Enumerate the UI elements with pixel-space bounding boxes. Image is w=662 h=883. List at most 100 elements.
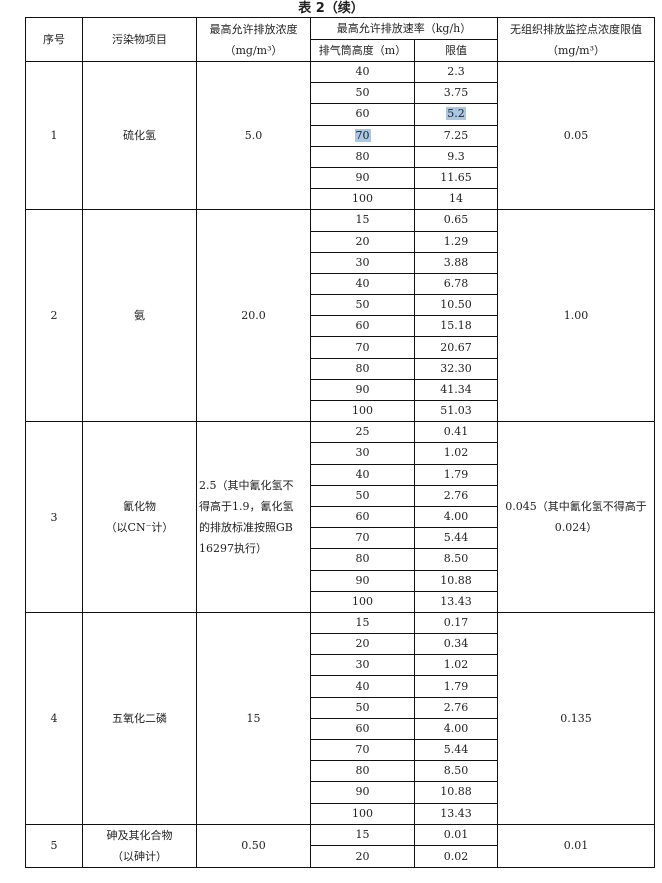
stack-height-value: 40 bbox=[355, 65, 370, 79]
table-row: 90 11.65 bbox=[26, 166, 655, 190]
header-max-rate: 最高允许排放速率（kg/h） bbox=[310, 17, 498, 40]
table-row: 80 32.30 bbox=[26, 357, 655, 380]
concentration-line: 20.0 bbox=[241, 309, 266, 323]
rate-limit-value: 13.43 bbox=[440, 594, 472, 608]
rate-limit-value: 2.76 bbox=[443, 488, 469, 502]
rate-limit-value: 4.00 bbox=[443, 510, 469, 524]
stack-height-value: 60 bbox=[355, 107, 370, 121]
rate-limit-cell: 0.34 bbox=[414, 633, 498, 656]
rate-limit-cell: 2.76 bbox=[414, 484, 498, 507]
concentration-line: 的排放标准按照GB bbox=[199, 521, 293, 535]
fugitive-limit-cell: 0.05 bbox=[497, 60, 655, 211]
stack-height-value: 60 bbox=[355, 319, 370, 333]
fugitive-limit-cell: 0.135 bbox=[497, 611, 655, 825]
pollutant-line: 氨 bbox=[134, 309, 145, 323]
concentration-line: 0.50 bbox=[241, 839, 266, 853]
stack-height-cell: 15 bbox=[310, 209, 415, 232]
rate-limit-value: 2.76 bbox=[443, 700, 469, 714]
stack-height-value: 80 bbox=[355, 552, 370, 566]
rate-limit-cell: 5.44 bbox=[414, 527, 498, 550]
pollutant-cell: 氨 bbox=[82, 209, 197, 423]
table-row: 60 15.18 bbox=[26, 315, 655, 338]
stack-height-value: 20 bbox=[355, 234, 370, 248]
rate-limit-value: 9.3 bbox=[447, 149, 465, 163]
stack-height-value: 40 bbox=[355, 679, 370, 693]
pollutant-cell: 五氧化二磷 bbox=[82, 611, 197, 825]
rate-limit-cell: 8.50 bbox=[414, 760, 498, 783]
pollutant-line: 硫化氢 bbox=[123, 129, 156, 143]
rate-limit-value: 0.65 bbox=[443, 213, 469, 227]
header-no: 序号 bbox=[25, 17, 83, 62]
rate-limit-cell: 13.43 bbox=[414, 590, 498, 613]
rate-limit-cell: 32.30 bbox=[414, 357, 498, 380]
serial-number-cell: 5 bbox=[25, 823, 83, 868]
stack-height-value: 50 bbox=[355, 86, 370, 100]
pollutant-cell: 硫化氢 bbox=[82, 60, 197, 211]
rate-limit-cell: 9.3 bbox=[414, 145, 498, 168]
stack-height-cell: 100 bbox=[310, 802, 415, 825]
table-row: 60 4.00 bbox=[26, 717, 655, 741]
table-row: 70 20.67 bbox=[26, 336, 655, 359]
stack-height-cell: 30 bbox=[310, 251, 415, 274]
stack-height-cell: 100 bbox=[310, 188, 415, 211]
fugitive-limit-cell: 1.00 bbox=[497, 209, 655, 423]
emission-limits-table: 序号 污染物项目 最高允许排放浓度 （mg/m³） 最高允许排放速率（kg/h） … bbox=[25, 17, 655, 868]
stack-height-value: 30 bbox=[355, 658, 370, 672]
stack-height-cell: 40 bbox=[310, 463, 415, 486]
stack-height-value: 30 bbox=[355, 446, 370, 460]
stack-height-value: 90 bbox=[355, 573, 370, 587]
table-row: 40 1.79 bbox=[26, 463, 655, 486]
rate-limit-cell: 0.65 bbox=[414, 209, 498, 232]
rate-limit-cell: 1.29 bbox=[414, 230, 498, 253]
table-row: 90 41.34 bbox=[26, 378, 655, 402]
max-concentration-cell: 2.5（其中氰化氢不 得高于1.9，氰化氢 的排放标准按照GB 16297执行） bbox=[196, 421, 311, 613]
stack-height-value: 60 bbox=[355, 510, 370, 524]
rate-limit-cell: 1.79 bbox=[414, 675, 498, 698]
table-row: 3 氰化物 （以CN⁻计） 2.5（其中氰化氢不 得高于1.9，氰化氢 的排放标准按照GB… bbox=[25, 421, 655, 613]
rate-limit-value: 8.50 bbox=[443, 552, 469, 566]
rate-limit-cell: 41.34 bbox=[414, 378, 498, 402]
table-title: 表 2（续） bbox=[298, 1, 364, 16]
rate-limit-cell: 1.02 bbox=[414, 442, 498, 465]
stack-height-cell: 20 bbox=[310, 633, 415, 656]
rate-limit-value: 0.02 bbox=[443, 849, 469, 863]
stack-height-cell: 40 bbox=[310, 675, 415, 698]
pollutant-line: （以砷计） bbox=[112, 849, 167, 863]
stack-height-cell: 90 bbox=[310, 781, 415, 804]
stack-height-cell: 60 bbox=[310, 505, 415, 529]
stack-height-cell: 80 bbox=[310, 760, 415, 783]
header-row: 序号 污染物项目 最高允许排放浓度 （mg/m³） 最高允许排放速率（kg/h） … bbox=[25, 17, 655, 62]
stack-height-cell: 30 bbox=[310, 654, 415, 677]
stack-height-cell: 40 bbox=[310, 60, 415, 84]
table-row: 20 1.29 bbox=[26, 230, 655, 253]
serial-number-cell: 1 bbox=[25, 60, 83, 211]
stack-height-cell: 50 bbox=[310, 484, 415, 507]
rate-limit-value: 1.79 bbox=[443, 467, 469, 481]
serial-number-cell: 3 bbox=[25, 421, 83, 613]
stack-height-value: 80 bbox=[355, 149, 370, 163]
stack-height-cell: 25 bbox=[310, 421, 415, 444]
stack-height-value: 80 bbox=[355, 361, 370, 375]
serial-number-cell: 2 bbox=[25, 209, 83, 423]
rate-limit-value: 3.75 bbox=[443, 86, 469, 100]
stack-height-cell: 80 bbox=[310, 548, 415, 571]
table-row: 2 氨 20.0 15 0.65 1.00 bbox=[25, 209, 655, 423]
stack-height-cell: 50 bbox=[310, 294, 415, 317]
pollutant-line: 五氧化二磷 bbox=[112, 711, 167, 725]
pollutant-line: 氰化物 bbox=[123, 500, 156, 514]
pollutant-cell: 砷及其化合物 （以砷计） bbox=[82, 823, 197, 868]
rate-limit-value: 1.29 bbox=[443, 234, 469, 248]
stack-height-cell: 80 bbox=[310, 145, 415, 168]
fugitive-limit-cell: 0.01 bbox=[497, 823, 655, 868]
stack-height-cell: 80 bbox=[310, 357, 415, 380]
stack-height-value: 15 bbox=[355, 828, 370, 841]
rate-limit-value: 1.02 bbox=[443, 446, 469, 460]
concentration-line: 16297执行） bbox=[199, 542, 267, 556]
stack-height-cell: 15 bbox=[310, 611, 415, 635]
rate-limit-value: 5.2 bbox=[446, 107, 466, 121]
stack-height-value: 70 bbox=[354, 128, 371, 142]
rate-limit-value: 10.88 bbox=[440, 785, 472, 799]
rate-limit-cell: 14 bbox=[414, 188, 498, 211]
table-row: 4 五氧化二磷 15 15 0.17 0.135 bbox=[25, 611, 655, 825]
table-row: 1 硫化氢 5.0 40 2.3 0.05 bbox=[25, 60, 655, 211]
